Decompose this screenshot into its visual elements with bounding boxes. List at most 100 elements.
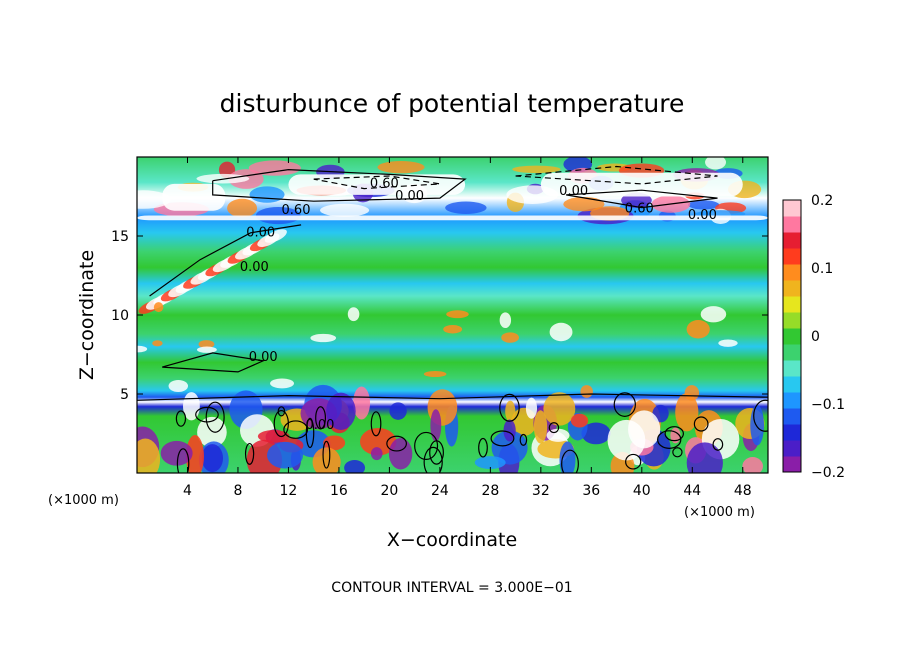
anomaly-patch xyxy=(264,229,287,243)
x-tick-label: 20 xyxy=(380,483,398,499)
anomaly-patch xyxy=(563,197,605,212)
anomaly-patch xyxy=(474,456,506,470)
anomaly-patch xyxy=(675,393,699,432)
y-tick-label: 15 xyxy=(111,229,129,245)
anomaly-patch xyxy=(312,447,341,473)
colorbar-segment xyxy=(783,264,801,281)
colorbar-segment xyxy=(783,232,801,249)
anomaly-patch xyxy=(718,339,738,347)
contour-line xyxy=(499,393,520,422)
contour-label: 0.00 xyxy=(306,418,335,433)
anomaly-patch xyxy=(160,440,193,466)
y-axis-ticks: 5 10 15 xyxy=(111,229,768,403)
colorbar-segment xyxy=(783,408,801,425)
anomaly-patch xyxy=(543,392,576,426)
colorbar xyxy=(782,199,802,473)
colorbar-tick-label: −0.2 xyxy=(811,465,845,481)
contour-line xyxy=(244,442,255,465)
anomaly-patch xyxy=(344,459,366,473)
x-tick-label: 24 xyxy=(431,483,449,499)
anomaly-patch xyxy=(197,416,227,448)
colorbar-tick-label: 0 xyxy=(811,329,820,345)
anomaly-patch xyxy=(700,306,727,323)
contour-line xyxy=(370,411,382,437)
contour-line xyxy=(414,431,439,461)
anomaly-patch xyxy=(353,386,371,420)
contour-line xyxy=(712,438,724,451)
contour-line xyxy=(664,426,684,442)
anomaly-patch xyxy=(162,183,226,211)
anomaly-patch xyxy=(581,422,611,445)
anomaly-patch xyxy=(201,444,224,473)
anomaly-patch xyxy=(152,340,163,347)
anomaly-patch xyxy=(684,385,700,401)
anomaly-patch xyxy=(267,441,304,469)
colorbar-segment xyxy=(783,392,801,409)
anomaly-patch xyxy=(198,340,215,349)
anomaly-patch xyxy=(742,457,763,473)
anomaly-patch xyxy=(270,378,295,389)
anomaly-patch xyxy=(370,447,383,461)
x-tick-label: 4 xyxy=(183,483,192,499)
contour-line xyxy=(566,189,718,209)
anomaly-patch xyxy=(501,332,519,343)
colorbar-segment xyxy=(783,456,801,473)
anomaly-patch xyxy=(137,215,768,221)
colorbar-tick-label: −0.1 xyxy=(811,397,845,413)
anomaly-patch xyxy=(359,427,397,456)
anomaly-patch xyxy=(249,186,285,203)
anomaly-patch xyxy=(525,397,538,419)
colorbar-ticks: 0.2 0.1 0 −0.1 −0.2 xyxy=(811,193,845,481)
anomaly-patch xyxy=(137,345,148,353)
contour-line xyxy=(423,446,443,473)
colorbar-segment xyxy=(783,248,801,265)
y-axis-label: Z−coordinate xyxy=(76,250,98,380)
contour-line xyxy=(753,399,768,432)
colorbar-segment xyxy=(783,296,801,313)
anomaly-patch xyxy=(443,325,463,334)
anomaly-patch xyxy=(257,430,290,443)
anomaly-patch xyxy=(540,172,743,197)
anomaly-patch xyxy=(549,322,573,342)
chart-title: disturbunce of potential temperature xyxy=(220,89,685,118)
colorbar-tick-label: 0.2 xyxy=(811,193,833,209)
anomaly-patch xyxy=(446,310,469,319)
anomaly-patch xyxy=(137,438,161,473)
contour-label: 0.00 xyxy=(246,225,275,240)
contour-line xyxy=(548,422,560,434)
colorbar-segment xyxy=(783,312,801,329)
colorbar-segment xyxy=(783,424,801,441)
x-axis-ticks: 4 8 12 16 20 24 28 32 36 40 44 48 xyxy=(183,157,752,499)
anomaly-patch xyxy=(559,441,576,473)
x-unit-left: (×1000 m) xyxy=(48,493,119,508)
contour-lines xyxy=(137,165,768,473)
x-tick-label: 44 xyxy=(683,483,701,499)
contour-label: 0.00 xyxy=(559,184,588,199)
anomaly-patch xyxy=(505,400,516,422)
anomaly-patch xyxy=(686,442,723,473)
anomaly-patch xyxy=(570,413,589,428)
anomaly-patch xyxy=(389,402,407,420)
contour-labels: 0.000.600.600.000.60 0.000.000.000.000.00 xyxy=(240,176,717,433)
contour-line xyxy=(478,437,488,458)
contour-line xyxy=(561,449,579,473)
anomaly-patches xyxy=(137,157,768,473)
y-tick-label: 10 xyxy=(111,308,129,324)
x-tick-label: 36 xyxy=(582,483,600,499)
contour-line xyxy=(613,392,636,417)
anomaly-patch xyxy=(491,430,528,465)
x-tick-label: 48 xyxy=(734,483,752,499)
contour-line xyxy=(625,453,642,470)
colorbar-segment xyxy=(783,200,801,217)
contour-line xyxy=(149,224,302,297)
contour-line xyxy=(519,433,528,446)
contour-line xyxy=(693,416,709,432)
contour-line xyxy=(137,393,768,401)
contour-line xyxy=(672,447,683,458)
anomaly-patch xyxy=(248,160,301,176)
contour-line xyxy=(273,409,289,438)
contour-label: 0.60 xyxy=(282,203,311,218)
x-tick-label: 12 xyxy=(280,483,298,499)
contour-label: 0.00 xyxy=(249,350,278,365)
anomaly-patch xyxy=(580,385,593,398)
